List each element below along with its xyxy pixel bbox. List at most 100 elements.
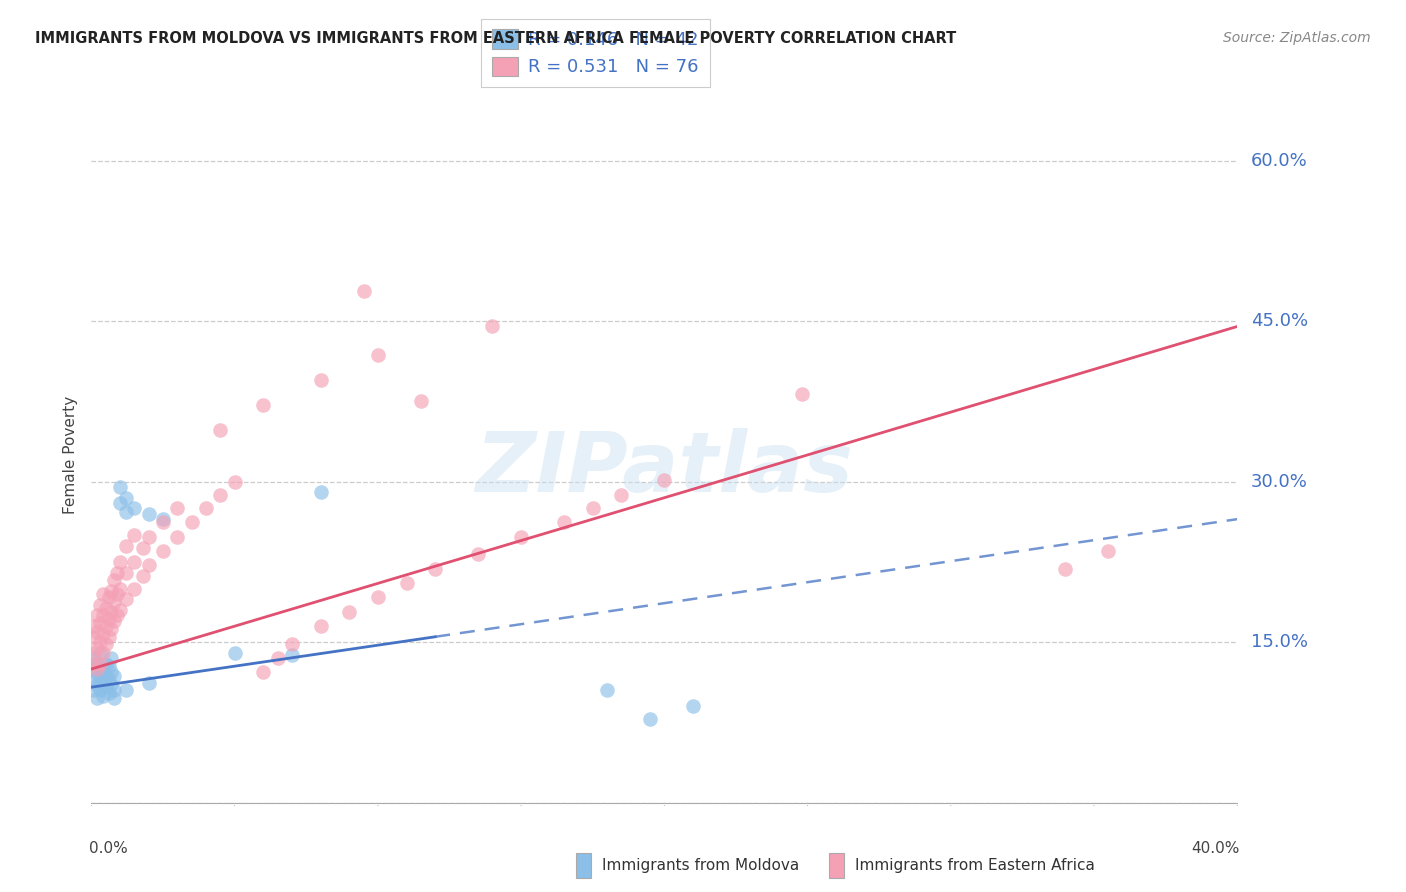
Point <box>108 496 131 510</box>
Point <box>89 662 111 676</box>
Point <box>94 637 117 651</box>
Point <box>467 548 489 562</box>
Point <box>89 635 111 649</box>
Point <box>83 619 105 633</box>
Point <box>138 676 160 690</box>
Point <box>83 657 105 671</box>
Point <box>209 487 232 501</box>
Point <box>682 699 704 714</box>
Point <box>91 587 114 601</box>
Point <box>83 662 105 676</box>
Point <box>266 651 288 665</box>
Point <box>252 665 274 680</box>
Point <box>97 630 120 644</box>
Point <box>180 516 202 530</box>
Point <box>108 603 131 617</box>
Point <box>83 683 105 698</box>
Point <box>194 501 217 516</box>
Point <box>108 582 131 596</box>
Point <box>91 676 114 690</box>
Point <box>97 612 120 626</box>
Point <box>124 528 146 542</box>
Text: 40.0%: 40.0% <box>1191 841 1240 856</box>
Point <box>89 646 111 660</box>
Point <box>596 683 619 698</box>
Point <box>281 637 304 651</box>
Point <box>252 398 274 412</box>
Point <box>83 646 105 660</box>
Point <box>152 544 174 558</box>
Point <box>83 630 105 644</box>
Point <box>86 662 108 676</box>
Text: ZIPatlas: ZIPatlas <box>475 428 853 509</box>
Text: 45.0%: 45.0% <box>1251 312 1309 330</box>
Point <box>353 284 375 298</box>
Point <box>582 501 605 516</box>
Point <box>553 516 575 530</box>
Point <box>367 591 389 605</box>
Point <box>152 516 174 530</box>
Point <box>103 614 125 628</box>
Point <box>94 601 117 615</box>
Text: Immigrants from Eastern Africa: Immigrants from Eastern Africa <box>855 858 1095 873</box>
Point <box>138 507 160 521</box>
Point <box>83 651 105 665</box>
Point <box>281 648 304 662</box>
Point <box>337 605 360 619</box>
Point <box>481 319 503 334</box>
Point <box>86 690 108 705</box>
Point <box>423 562 446 576</box>
Point <box>790 387 813 401</box>
Point <box>89 615 111 630</box>
Point <box>114 683 136 698</box>
Point <box>86 678 108 692</box>
Legend: R = 0.146   N = 42, R = 0.531   N = 76: R = 0.146 N = 42, R = 0.531 N = 76 <box>481 19 710 87</box>
Point <box>100 623 122 637</box>
Point <box>100 651 122 665</box>
Point <box>91 626 114 640</box>
Point <box>166 530 188 544</box>
Point <box>103 683 125 698</box>
Point <box>97 658 120 673</box>
Point <box>409 394 432 409</box>
Point <box>94 619 117 633</box>
Point <box>1097 544 1119 558</box>
Point <box>224 646 246 660</box>
Point <box>1054 562 1077 576</box>
Point <box>138 530 160 544</box>
Point <box>114 491 136 505</box>
Point <box>124 582 146 596</box>
Point <box>94 657 117 671</box>
Point <box>86 624 108 639</box>
Point <box>132 569 155 583</box>
Text: 0.0%: 0.0% <box>89 841 128 856</box>
Text: 60.0%: 60.0% <box>1251 152 1308 169</box>
Point <box>108 480 131 494</box>
Point <box>97 673 120 687</box>
Point <box>100 665 122 680</box>
Point <box>610 487 633 501</box>
Point <box>124 555 146 569</box>
Point <box>132 541 155 555</box>
Point <box>97 591 120 605</box>
Point <box>224 475 246 489</box>
Text: 30.0%: 30.0% <box>1251 473 1308 491</box>
Point <box>86 657 108 671</box>
Point <box>91 665 114 680</box>
Point <box>103 669 125 683</box>
Point <box>138 558 160 573</box>
Point <box>103 573 125 587</box>
Point <box>309 373 332 387</box>
Point <box>510 530 533 544</box>
Text: Source: ZipAtlas.com: Source: ZipAtlas.com <box>1223 31 1371 45</box>
Point <box>367 348 389 362</box>
Point <box>86 640 108 655</box>
Text: IMMIGRANTS FROM MOLDOVA VS IMMIGRANTS FROM EASTERN AFRICA FEMALE POVERTY CORRELA: IMMIGRANTS FROM MOLDOVA VS IMMIGRANTS FR… <box>35 31 956 46</box>
Point <box>309 619 332 633</box>
Point <box>124 501 146 516</box>
Point <box>94 680 117 694</box>
Point <box>166 501 188 516</box>
Point <box>638 712 661 726</box>
Point <box>83 673 105 687</box>
Point <box>114 539 136 553</box>
